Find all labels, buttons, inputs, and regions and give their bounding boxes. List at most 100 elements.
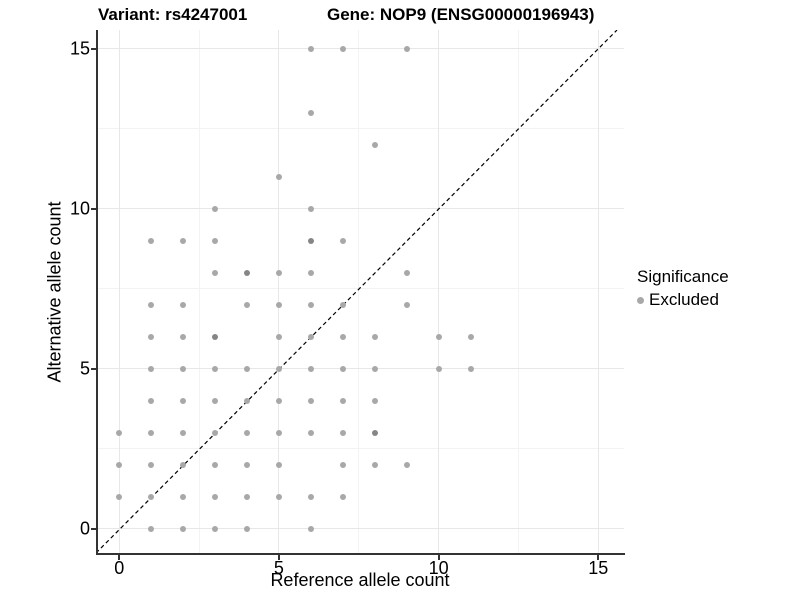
data-point xyxy=(275,397,282,404)
data-point xyxy=(467,333,474,340)
data-point xyxy=(275,333,282,340)
data-point xyxy=(339,493,346,500)
data-point xyxy=(371,461,378,468)
minor-gridline-v xyxy=(517,30,519,553)
data-point xyxy=(403,461,410,468)
x-tick-label: 10 xyxy=(428,558,449,578)
data-point xyxy=(275,269,282,276)
x-axis-line xyxy=(96,553,625,555)
data-point xyxy=(275,461,282,468)
data-point xyxy=(180,333,187,340)
data-point xyxy=(403,301,410,308)
y-tick-label: 0 xyxy=(79,518,90,539)
data-point xyxy=(212,429,219,436)
x-tick-mark xyxy=(118,555,121,560)
data-point xyxy=(371,141,378,148)
data-point xyxy=(212,205,219,212)
y-tick-mark xyxy=(91,527,96,530)
data-point xyxy=(275,365,282,372)
data-point xyxy=(371,429,378,436)
data-point xyxy=(307,397,314,404)
data-point xyxy=(307,301,314,308)
data-point xyxy=(244,365,251,372)
data-point xyxy=(339,333,346,340)
identity-dashed-line xyxy=(96,30,618,553)
legend: Significance Excluded xyxy=(637,267,729,310)
data-point xyxy=(212,365,219,372)
y-axis-title: Alternative allele count xyxy=(44,201,65,383)
major-gridline-h xyxy=(96,48,624,50)
data-point xyxy=(307,109,314,116)
major-gridline-v xyxy=(597,30,599,553)
x-tick-mark xyxy=(277,555,280,560)
data-point xyxy=(275,493,282,500)
x-tick-label: 15 xyxy=(588,558,609,578)
data-point xyxy=(212,525,219,532)
data-point xyxy=(116,461,123,468)
y-tick-mark xyxy=(91,207,96,210)
major-gridline-v xyxy=(118,30,120,553)
data-point xyxy=(212,333,219,340)
data-point xyxy=(148,525,155,532)
data-point xyxy=(307,45,314,52)
data-point xyxy=(148,429,155,436)
data-point xyxy=(148,365,155,372)
data-point xyxy=(307,333,314,340)
data-point xyxy=(371,397,378,404)
data-point xyxy=(403,45,410,52)
data-point xyxy=(180,397,187,404)
major-gridline-h xyxy=(96,528,624,530)
data-point xyxy=(244,493,251,500)
data-point xyxy=(212,493,219,500)
data-point xyxy=(180,493,187,500)
data-point xyxy=(307,429,314,436)
data-point xyxy=(307,365,314,372)
data-point xyxy=(275,301,282,308)
data-point xyxy=(339,429,346,436)
minor-gridline-h xyxy=(96,128,624,130)
data-point xyxy=(180,429,187,436)
plot-panel xyxy=(96,30,624,553)
excluded-dot-icon xyxy=(637,296,644,304)
data-point xyxy=(307,205,314,212)
data-point xyxy=(371,333,378,340)
major-gridline-h xyxy=(96,208,624,210)
data-point xyxy=(467,365,474,372)
data-point xyxy=(244,525,251,532)
data-point xyxy=(275,429,282,436)
data-point xyxy=(212,269,219,276)
x-tick-label: 0 xyxy=(114,558,125,578)
major-gridline-h xyxy=(96,368,624,370)
data-point xyxy=(180,237,187,244)
minor-gridline-v xyxy=(358,30,360,553)
data-point xyxy=(307,237,314,244)
data-point xyxy=(212,461,219,468)
data-point xyxy=(180,365,187,372)
y-tick-label: 10 xyxy=(69,198,90,219)
x-axis-title: Reference allele count xyxy=(270,570,450,590)
data-point xyxy=(212,237,219,244)
major-gridline-v xyxy=(278,30,280,553)
legend-title: Significance xyxy=(637,267,729,286)
data-point xyxy=(307,525,314,532)
minor-gridline-v xyxy=(198,30,200,553)
data-point xyxy=(180,525,187,532)
data-point xyxy=(275,173,282,180)
data-point xyxy=(116,493,123,500)
gene-title: Gene: NOP9 (ENSG00000196943) xyxy=(327,5,595,24)
data-point xyxy=(148,493,155,500)
y-tick-mark xyxy=(91,47,96,50)
data-point xyxy=(148,333,155,340)
data-point xyxy=(339,461,346,468)
data-point xyxy=(180,461,187,468)
data-point xyxy=(339,365,346,372)
data-point xyxy=(180,301,187,308)
data-point xyxy=(148,301,155,308)
data-point xyxy=(403,269,410,276)
data-point xyxy=(244,429,251,436)
data-point xyxy=(244,397,251,404)
legend-item-excluded: Excluded xyxy=(637,290,729,310)
y-tick-label: 5 xyxy=(79,358,90,379)
data-point xyxy=(371,365,378,372)
data-point xyxy=(435,333,442,340)
